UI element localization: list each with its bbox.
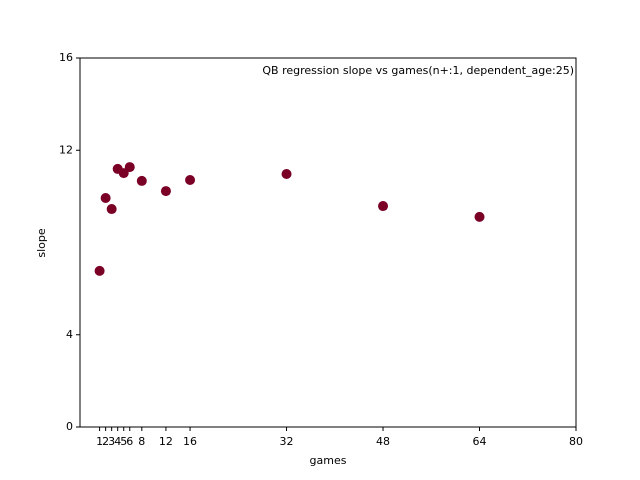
x-tick-label: 48 <box>376 435 390 448</box>
x-tick-label: 16 <box>183 435 197 448</box>
y-tick-label: 4 <box>66 328 73 341</box>
point <box>185 175 196 186</box>
x-tick-label: 1 <box>96 435 103 448</box>
point <box>106 204 117 215</box>
plot-frame <box>79 57 577 428</box>
chart-title: QB regression slope vs games(n+:1, depen… <box>262 64 574 77</box>
point <box>281 169 292 180</box>
point <box>100 192 111 203</box>
y-tick-label: 12 <box>59 143 73 156</box>
point <box>124 162 135 173</box>
y-tick-label: 16 <box>59 51 73 64</box>
x-tick-label: 64 <box>473 435 487 448</box>
point <box>378 201 389 212</box>
point <box>160 186 171 197</box>
x-axis-label: games <box>310 454 347 467</box>
x-tick-label: 80 <box>569 435 583 448</box>
point <box>94 265 105 276</box>
x-tick-label: 4 <box>114 435 121 448</box>
x-tick-label: 32 <box>280 435 294 448</box>
y-tick-label: 0 <box>66 420 73 433</box>
x-tick-label: 3 <box>108 435 115 448</box>
point <box>474 211 485 222</box>
x-tick-label: 12 <box>159 435 173 448</box>
x-tick-label: 6 <box>126 435 133 448</box>
x-tick-label: 5 <box>120 435 127 448</box>
x-tick-label: 8 <box>138 435 145 448</box>
point <box>136 175 147 186</box>
x-tick-label: 2 <box>102 435 109 448</box>
y-axis-label: slope <box>35 228 48 257</box>
